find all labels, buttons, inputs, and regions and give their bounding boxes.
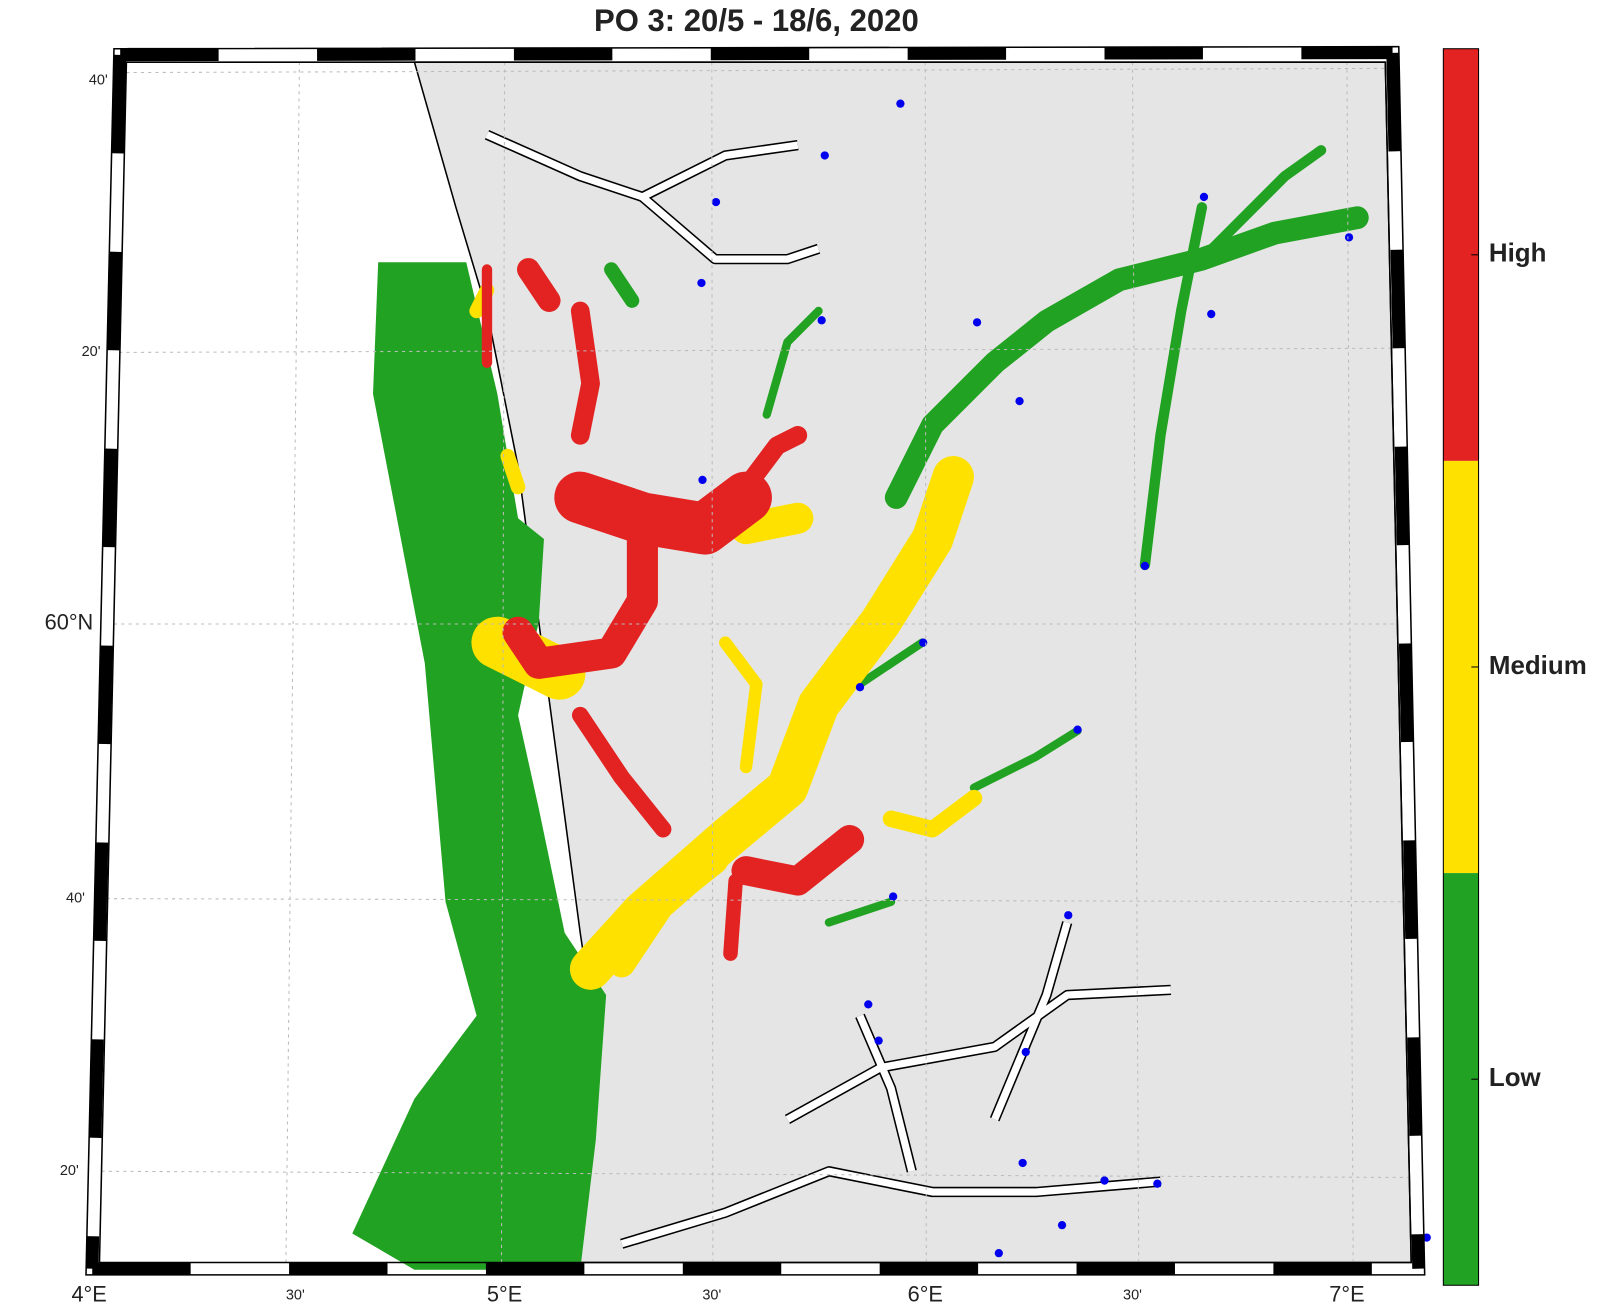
lon-label: 5°E: [487, 1281, 522, 1306]
title: PO 3: 20/5 - 18/6, 2020: [594, 3, 919, 38]
high-zone: [481, 258, 865, 961]
lon-label: 4°E: [71, 1281, 106, 1306]
lat-label: 20': [60, 1163, 79, 1179]
graticule: [101, 62, 1410, 1263]
lat-label: 40': [89, 73, 108, 89]
lon-label: 30': [286, 1287, 305, 1303]
low-zone: [352, 262, 607, 1270]
lat-label: 60°N: [45, 610, 94, 635]
lat-label: 40': [66, 890, 85, 906]
map-border: [98, 61, 1413, 1264]
lat-label: 20': [82, 344, 101, 360]
frame-ticks: [86, 46, 1425, 1275]
stations: [697, 99, 1431, 1258]
fjords: [485, 131, 1172, 1248]
low-fjords: [604, 145, 1369, 927]
lon-label: 7°E: [1329, 1281, 1364, 1306]
lon-label: 30': [1123, 1287, 1142, 1303]
lon-label: 30': [702, 1287, 721, 1303]
colorbar-label: Medium: [1489, 652, 1587, 680]
colorbar-border: [1442, 48, 1480, 1286]
colorbar-label: High: [1489, 240, 1547, 268]
colorbar-label: Low: [1489, 1064, 1542, 1092]
lon-label: 6°E: [908, 1281, 943, 1306]
